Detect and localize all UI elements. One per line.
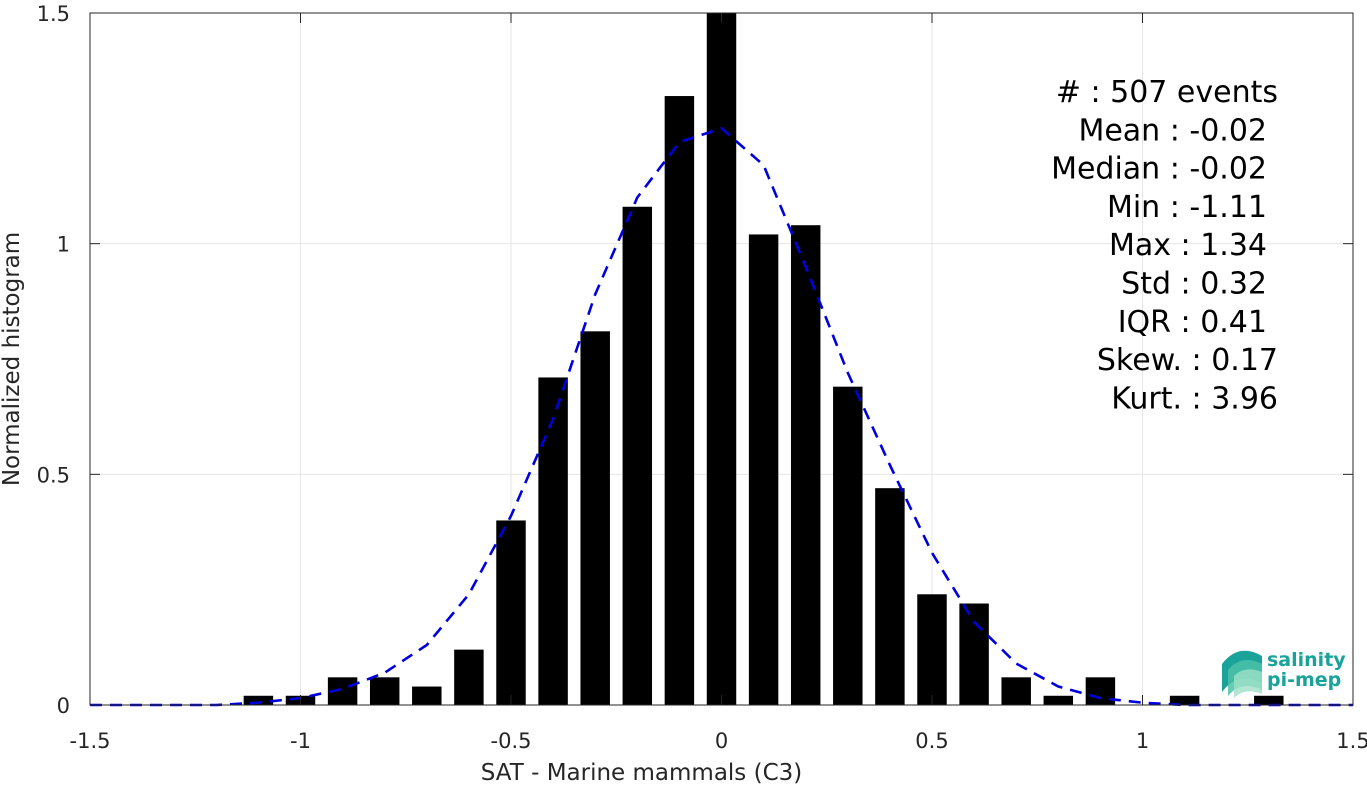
y-tick-label: 0 — [57, 694, 70, 718]
stat-line: Mean : -0.02 — [1078, 113, 1267, 148]
stat-line: Max : 1.34 — [1109, 228, 1267, 263]
histogram-bar — [706, 13, 737, 705]
histogram-bar — [622, 206, 653, 705]
y-axis-label: Normalized histogram — [0, 232, 25, 486]
x-tick-label: -0.5 — [491, 729, 532, 753]
logo-text-salinity: salinity — [1267, 649, 1346, 671]
axis-ticks — [89, 12, 1354, 706]
logo-text-pi-mep: pi-mep — [1267, 669, 1341, 691]
stat-line: Median : -0.02 — [1051, 152, 1267, 187]
stat-line: Min : -1.11 — [1107, 190, 1267, 225]
histogram-bar — [454, 649, 484, 705]
x-tick-label: 0.5 — [915, 729, 948, 753]
x-tick-label: -1.5 — [70, 729, 111, 753]
histogram-bar — [790, 225, 821, 706]
y-tick-label: 0.5 — [37, 463, 70, 487]
x-tick-labels: -1.5 -1 -0.5 0 0.5 1 1.5 — [70, 729, 1367, 753]
histogram-bar — [538, 377, 568, 705]
histogram-bar — [1085, 677, 1116, 705]
histogram-bar — [580, 331, 610, 705]
y-tick-label: 1.5 — [37, 2, 70, 26]
x-tick-label: -1 — [290, 729, 311, 753]
histogram-bar — [875, 488, 905, 705]
histogram-bar — [1169, 695, 1200, 705]
stat-line: Skew. : 0.17 — [1097, 343, 1278, 378]
histogram-bar — [917, 594, 947, 705]
x-tick-label: 1.5 — [1336, 729, 1367, 753]
histogram-bar — [1043, 695, 1074, 705]
histogram-bar — [959, 603, 989, 705]
x-axis-label: SAT - Marine mammals (C3) — [481, 760, 803, 785]
stat-line: IQR : 0.41 — [1118, 305, 1267, 340]
histogram-bars — [243, 13, 1284, 706]
histogram-bar — [412, 686, 442, 705]
stat-line: Kurt. : 3.96 — [1111, 381, 1278, 416]
stat-line: Std : 0.32 — [1121, 267, 1267, 302]
histogram-bar — [1254, 695, 1284, 705]
salinity-pi-mep-logo: salinity pi-mep — [1222, 649, 1346, 698]
histogram-bar — [833, 386, 863, 705]
histogram-bar — [496, 520, 526, 705]
wave-logo-icon — [1222, 650, 1262, 698]
y-tick-label: 1 — [57, 233, 70, 257]
stat-line: # : 507 events — [1056, 75, 1278, 110]
histogram-bar — [243, 695, 274, 705]
x-tick-label: 0 — [715, 729, 728, 753]
histogram-bar — [664, 96, 695, 706]
y-tick-labels: 0 0.5 1 1.5 — [37, 2, 70, 718]
histogram-bar — [1001, 677, 1031, 705]
histogram-bar — [748, 234, 779, 705]
histogram-bar — [369, 677, 400, 705]
x-tick-label: 1 — [1136, 729, 1149, 753]
